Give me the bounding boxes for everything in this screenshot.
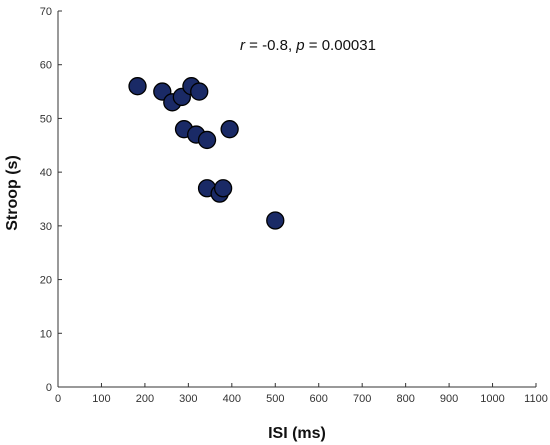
x-tick-label: 400	[223, 393, 241, 405]
data-point	[220, 120, 239, 139]
data-point	[266, 211, 285, 230]
x-tick-label: 200	[136, 393, 154, 405]
x-tick-label: 500	[266, 393, 284, 405]
data-point	[213, 179, 233, 198]
x-tick-label: 0	[55, 393, 61, 405]
y-tick-label: 30	[40, 221, 52, 233]
r-symbol: r	[240, 37, 246, 54]
p-value: = 0.00031	[305, 37, 376, 54]
x-tick-label: 700	[353, 393, 371, 405]
y-axis: 0 10 20 30 40 50 60 70	[40, 6, 62, 394]
x-tick-label: 1100	[524, 393, 548, 405]
x-tick-label: 300	[179, 393, 197, 405]
y-axis-title: Stroop (s)	[4, 155, 21, 231]
x-axis: 0 100 200 300 400 500 600 700 800 900 1000 1100	[55, 383, 548, 405]
p-symbol: p	[295, 37, 304, 54]
x-tick-label: 900	[440, 393, 458, 405]
r-value: = -0.8,	[245, 37, 296, 54]
correlation-annotation: r = -0.8, p = 0.00031	[240, 37, 376, 54]
y-tick-label: 50	[40, 113, 52, 125]
y-tick-label: 0	[46, 382, 52, 394]
y-tick-label: 40	[40, 167, 52, 179]
y-tick-label: 20	[40, 275, 52, 287]
data-point	[190, 82, 209, 101]
plot-background	[58, 11, 536, 387]
data-points	[128, 77, 285, 230]
x-tick-label: 600	[310, 393, 328, 405]
y-tick-label: 60	[40, 60, 52, 72]
x-axis-title: ISI (ms)	[268, 425, 326, 442]
y-tick-label: 70	[40, 6, 52, 18]
x-tick-label: 100	[92, 393, 110, 405]
data-point	[128, 77, 147, 96]
data-point	[197, 130, 217, 150]
x-tick-label: 800	[396, 393, 414, 405]
y-tick-label: 10	[40, 328, 52, 340]
plot-area	[58, 11, 536, 387]
x-tick-label: 1000	[480, 393, 504, 405]
